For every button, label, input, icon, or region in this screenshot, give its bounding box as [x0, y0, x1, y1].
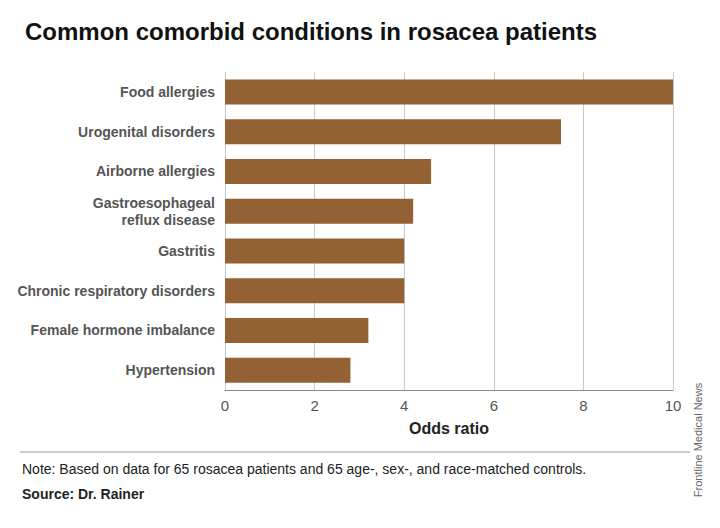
svg-text:6: 6: [490, 397, 498, 414]
svg-text:Odds ratio: Odds ratio: [409, 420, 489, 437]
svg-text:reflux disease: reflux disease: [122, 212, 216, 228]
svg-text:Female hormone imbalance: Female hormone imbalance: [31, 322, 216, 338]
svg-text:10: 10: [665, 397, 682, 414]
svg-text:4: 4: [400, 397, 408, 414]
svg-text:Common comorbid conditions in: Common comorbid conditions in rosacea pa…: [25, 18, 597, 45]
svg-text:0: 0: [221, 397, 229, 414]
svg-text:Note: Based on data for 65 ros: Note: Based on data for 65 rosacea patie…: [22, 461, 586, 477]
svg-text:2: 2: [310, 397, 318, 414]
svg-text:Food allergies: Food allergies: [120, 84, 215, 100]
svg-text:Urogenital disorders: Urogenital disorders: [78, 124, 215, 140]
svg-text:Gastroesophageal: Gastroesophageal: [93, 195, 215, 211]
svg-text:Source: Dr. Rainer: Source: Dr. Rainer: [22, 486, 145, 502]
svg-text:Hypertension: Hypertension: [126, 362, 215, 378]
svg-text:Airborne allergies: Airborne allergies: [96, 163, 215, 179]
svg-text:8: 8: [579, 397, 587, 414]
svg-text:Chronic respiratory disorders: Chronic respiratory disorders: [17, 283, 215, 299]
svg-text:Frontline Medical News: Frontline Medical News: [692, 382, 704, 497]
svg-text:Gastritis: Gastritis: [158, 243, 215, 259]
